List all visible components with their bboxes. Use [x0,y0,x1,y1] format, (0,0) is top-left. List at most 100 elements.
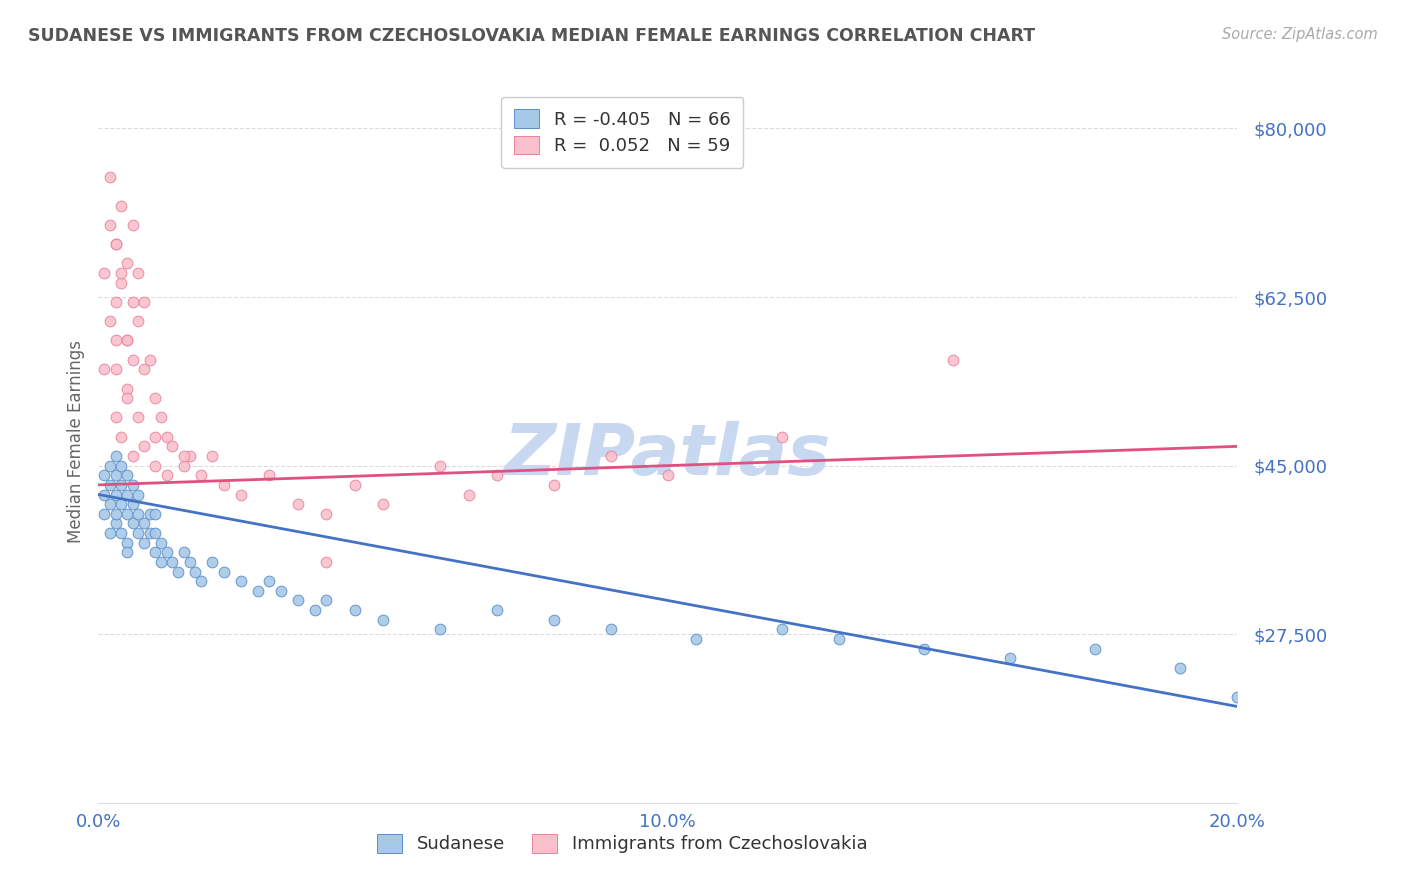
Point [98,526,121,541]
Point [828,632,851,646]
Point [138,507,160,521]
Point [132,294,155,309]
Point [121,516,143,531]
Y-axis label: Median Female Earnings: Median Female Earnings [66,340,84,543]
Point [190,468,212,483]
Point [98,497,121,511]
Point [138,526,160,541]
Point [173,545,195,559]
Point [98,314,121,328]
Point [156,430,179,444]
Point [343,478,366,492]
Point [110,198,132,212]
Point [121,218,143,232]
Point [229,574,252,589]
Point [138,352,160,367]
Point [173,458,195,473]
Point [150,555,173,569]
Point [104,237,127,252]
Point [287,593,309,607]
Point [115,256,138,270]
Point [132,516,155,531]
Point [162,555,184,569]
Point [115,334,138,348]
Point [121,478,143,492]
Point [770,623,793,637]
Point [315,507,337,521]
Point [162,439,184,453]
Point [429,458,451,473]
Text: ZIPatlas: ZIPatlas [505,422,831,491]
Point [115,382,138,396]
Point [121,497,143,511]
Point [127,526,149,541]
Point [156,468,179,483]
Point [132,535,155,549]
Point [270,583,292,598]
Point [104,449,127,463]
Point [179,555,201,569]
Point [201,449,224,463]
Point [315,555,337,569]
Point [373,497,395,511]
Point [486,468,509,483]
Point [121,449,143,463]
Point [127,507,149,521]
Point [127,487,149,501]
Point [93,362,115,376]
Point [167,565,190,579]
Point [259,574,281,589]
Point [110,497,132,511]
Point [145,391,167,405]
Point [110,526,132,541]
Point [457,487,479,501]
Point [110,430,132,444]
Point [600,449,623,463]
Point [93,468,115,483]
Point [98,458,121,473]
Point [98,478,121,492]
Point [287,497,309,511]
Point [212,565,235,579]
Point [343,603,366,617]
Point [121,352,143,367]
Point [543,613,565,627]
Point [1170,661,1192,675]
Point [127,266,149,280]
Point [150,535,173,549]
Point [429,623,451,637]
Point [770,430,793,444]
Point [110,478,132,492]
Point [912,641,935,656]
Point [657,468,679,483]
Point [127,314,149,328]
Point [104,362,127,376]
Point [104,334,127,348]
Point [184,565,207,579]
Point [93,487,115,501]
Point [486,603,509,617]
Point [115,487,138,501]
Point [110,266,132,280]
Point [98,218,121,232]
Point [121,294,143,309]
Point [104,516,127,531]
Text: SUDANESE VS IMMIGRANTS FROM CZECHOSLOVAKIA MEDIAN FEMALE EARNINGS CORRELATION CH: SUDANESE VS IMMIGRANTS FROM CZECHOSLOVAK… [28,27,1035,45]
Point [173,449,195,463]
Point [201,555,224,569]
Point [115,535,138,549]
Point [115,334,138,348]
Point [98,169,121,184]
Point [104,487,127,501]
Point [132,362,155,376]
Point [685,632,707,646]
Point [942,352,965,367]
Point [115,507,138,521]
Point [145,545,167,559]
Point [115,391,138,405]
Point [600,623,623,637]
Point [104,410,127,425]
Point [1084,641,1107,656]
Point [150,410,173,425]
Point [145,507,167,521]
